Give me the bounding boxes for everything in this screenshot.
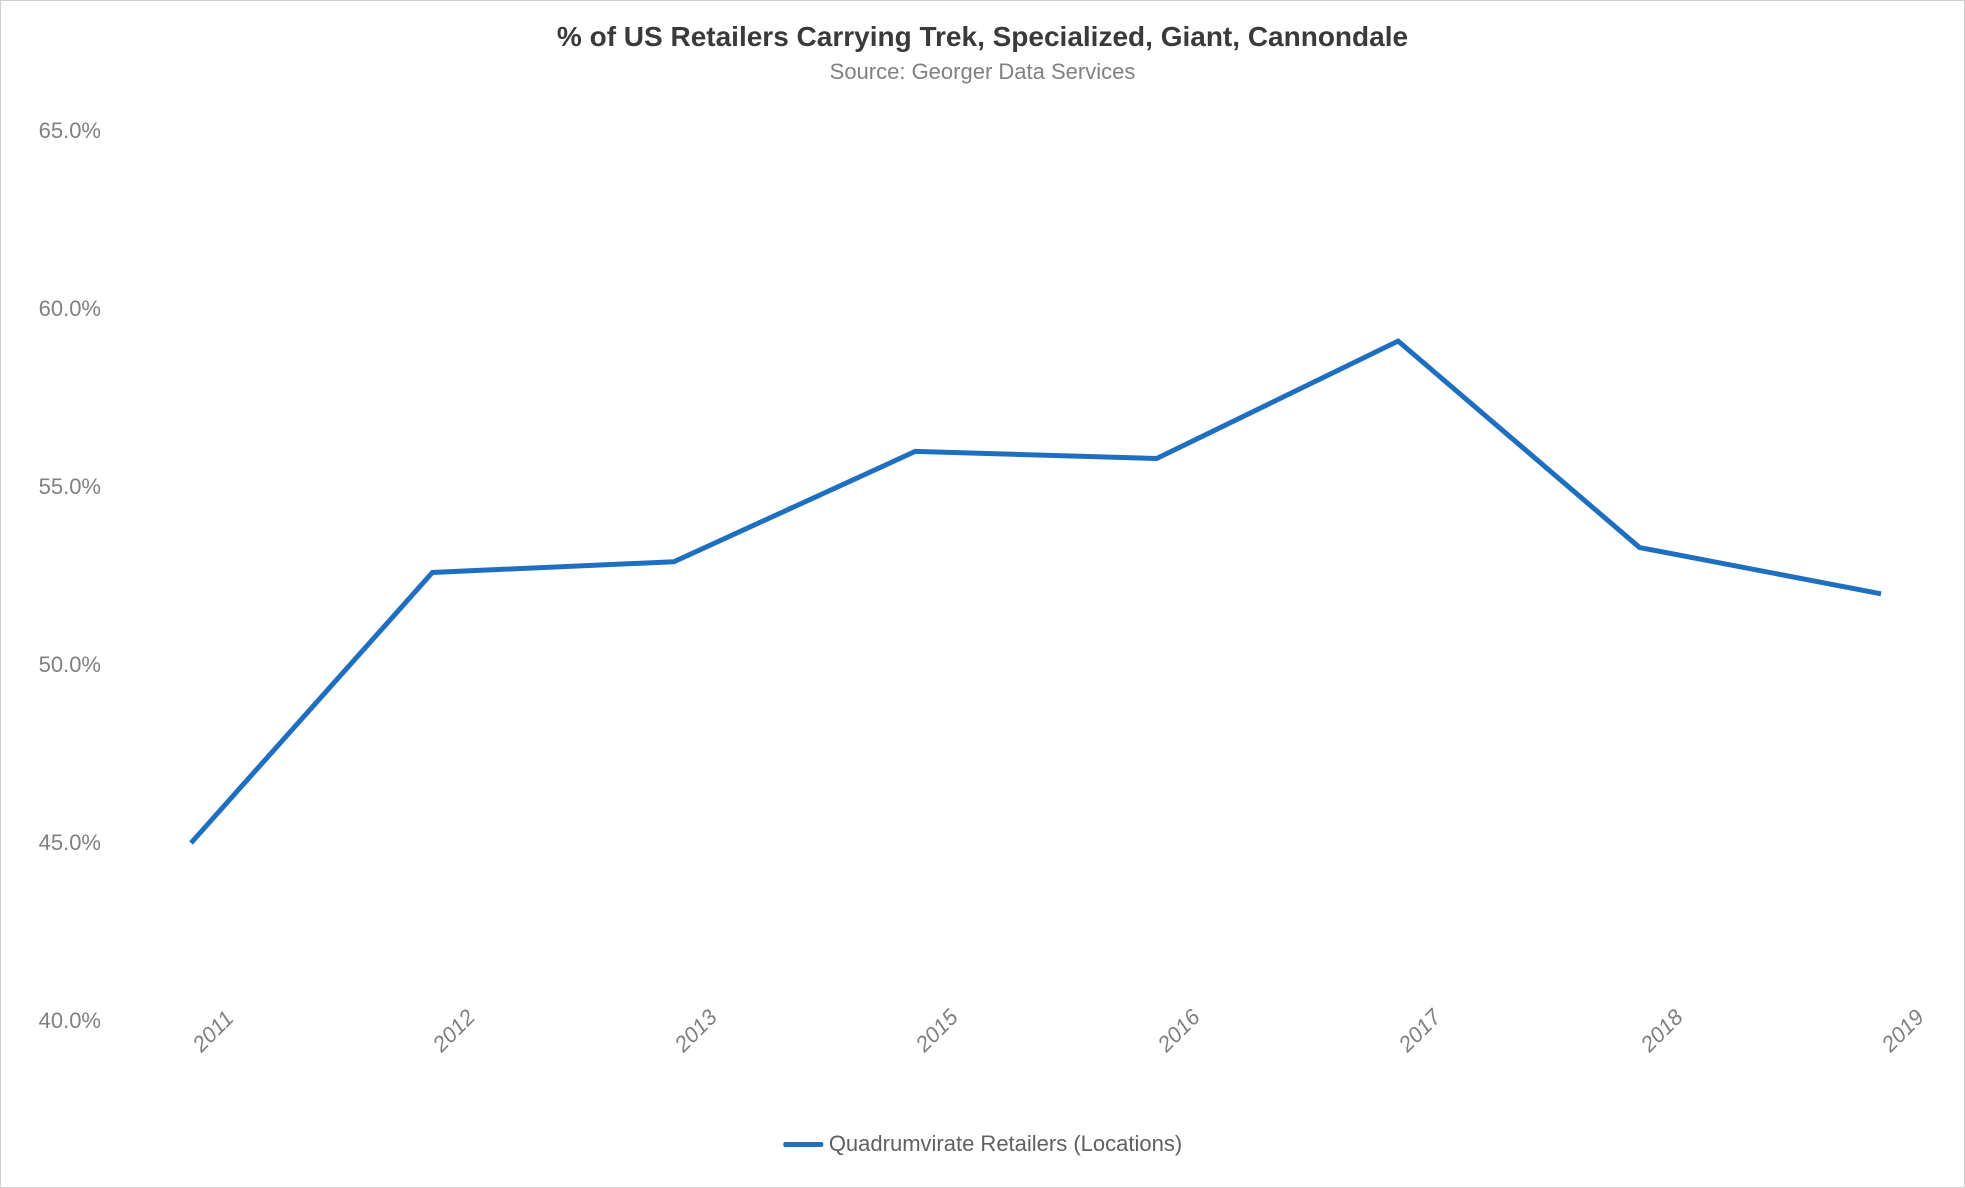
line-series [191, 341, 1881, 843]
y-axis-label: 65.0% [1, 118, 101, 144]
y-axis-label: 60.0% [1, 296, 101, 322]
chart-title: % of US Retailers Carrying Trek, Special… [1, 21, 1964, 53]
chart-titles: % of US Retailers Carrying Trek, Special… [1, 1, 1964, 85]
legend: Quadrumvirate Retailers (Locations) [783, 1131, 1182, 1157]
y-axis-label: 40.0% [1, 1008, 101, 1034]
line-series-svg [121, 131, 1921, 1021]
legend-label: Quadrumvirate Retailers (Locations) [829, 1131, 1182, 1157]
legend-swatch [783, 1142, 823, 1147]
y-axis-label: 50.0% [1, 652, 101, 678]
chart-container: % of US Retailers Carrying Trek, Special… [0, 0, 1965, 1188]
y-axis-label: 55.0% [1, 474, 101, 500]
plot-area [121, 131, 1921, 1021]
chart-subtitle: Source: Georger Data Services [1, 59, 1964, 85]
y-axis-label: 45.0% [1, 830, 101, 856]
